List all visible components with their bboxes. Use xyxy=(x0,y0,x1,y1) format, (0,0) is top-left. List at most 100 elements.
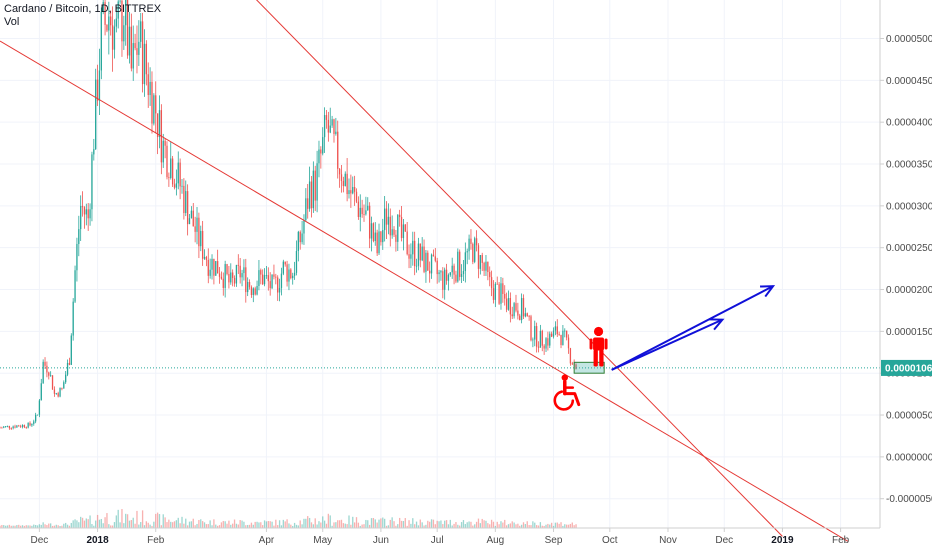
volume-bar xyxy=(222,520,224,528)
volume-bar xyxy=(196,523,198,528)
volume-bar xyxy=(126,514,129,528)
candle-body xyxy=(575,364,577,369)
volume-bar xyxy=(269,521,271,528)
candle-body xyxy=(361,207,363,215)
candle-body xyxy=(194,226,196,232)
x-tick-label: 2019 xyxy=(771,535,794,546)
candlesticks xyxy=(0,0,577,430)
volume-bar xyxy=(410,523,412,528)
candle-body xyxy=(322,137,324,154)
candle-body xyxy=(307,198,309,209)
volume-bar xyxy=(72,520,74,528)
volume-bar xyxy=(44,524,46,528)
candle-body xyxy=(31,423,33,426)
x-tick-label: May xyxy=(313,535,332,546)
volume-bar xyxy=(307,516,309,528)
candle-body xyxy=(543,345,545,349)
volume-bar xyxy=(271,521,273,528)
candle-body xyxy=(25,427,27,429)
volume-bar xyxy=(556,522,558,528)
candle-body xyxy=(297,231,299,251)
volume-bar xyxy=(483,520,485,528)
symbol-title[interactable]: Cardano / Bitcoin, 1D, BITTREX xyxy=(4,3,162,15)
candle-body xyxy=(350,190,352,194)
volume-bar xyxy=(110,525,112,528)
volume-bar xyxy=(288,523,290,528)
candle-body xyxy=(42,361,44,384)
volume-bar xyxy=(571,522,573,528)
volume-bar xyxy=(569,523,572,528)
standing-person-icon xyxy=(589,326,608,367)
volume-bar xyxy=(374,519,376,528)
arrow-head xyxy=(760,285,776,298)
volume-bar xyxy=(46,525,48,528)
candle-body xyxy=(164,140,166,146)
candle-body xyxy=(207,259,209,276)
candle-body xyxy=(224,264,226,288)
candle-body xyxy=(149,81,151,96)
volume-bar xyxy=(50,523,52,528)
candle-body xyxy=(80,205,82,230)
volume-bar xyxy=(267,521,269,528)
candle-body xyxy=(477,245,480,269)
volume-bar xyxy=(543,525,545,528)
x-tick-label: Nov xyxy=(659,535,677,546)
volume-bar xyxy=(442,524,444,528)
candle-body xyxy=(303,220,305,234)
candle-body xyxy=(121,0,123,42)
candle-body xyxy=(444,269,446,290)
volume-bar xyxy=(528,525,530,528)
candle-body xyxy=(344,173,346,187)
candle-body xyxy=(19,426,22,428)
volume-bar xyxy=(547,523,549,528)
candle-body xyxy=(468,238,470,252)
candle-body xyxy=(21,424,24,427)
candle-body xyxy=(498,284,500,304)
volume-bar xyxy=(325,523,328,528)
volume-bar xyxy=(241,520,243,528)
candle-body xyxy=(16,425,18,428)
volume-bar xyxy=(502,522,504,528)
candle-body xyxy=(226,264,228,274)
candle-body xyxy=(460,274,463,277)
candle-body xyxy=(222,278,224,288)
volume-bar xyxy=(207,524,209,528)
candle-body xyxy=(408,254,410,259)
volume-bar xyxy=(66,524,69,528)
time-axis[interactable]: Dec 2018 Feb Apr May Jun Jul Aug Sep Oct Nov Dec 201… xyxy=(31,528,850,546)
candle-body xyxy=(140,21,142,42)
candle-body xyxy=(301,233,303,243)
volume-bar xyxy=(143,525,146,528)
upper-trendline xyxy=(255,0,783,537)
candle-body xyxy=(57,393,59,397)
volume-bar xyxy=(504,519,506,528)
candle-body xyxy=(299,231,301,243)
volume-bar xyxy=(558,523,560,528)
candle-body xyxy=(316,163,318,201)
candle-body xyxy=(278,287,281,293)
volume-bar xyxy=(498,524,500,528)
volume-bar xyxy=(104,517,106,528)
x-tick-label: Sep xyxy=(545,535,563,546)
candle-body xyxy=(419,243,421,261)
candle-body xyxy=(53,389,56,394)
volume-bar xyxy=(299,520,301,528)
candle-body xyxy=(104,2,106,25)
volume-bar xyxy=(395,525,397,528)
candle-body xyxy=(185,191,187,213)
candle-body xyxy=(391,229,393,236)
volume-bar xyxy=(560,522,562,528)
candle-body xyxy=(382,230,384,243)
candle-body xyxy=(314,170,316,201)
x-tick-label: 2018 xyxy=(86,535,109,546)
volume-bar xyxy=(265,521,268,528)
volume-bar xyxy=(355,517,358,528)
volume-bar xyxy=(233,519,236,528)
volume-bar xyxy=(451,525,453,528)
volume-bar xyxy=(248,524,251,528)
volume-indicator-label[interactable]: Vol xyxy=(4,16,20,28)
